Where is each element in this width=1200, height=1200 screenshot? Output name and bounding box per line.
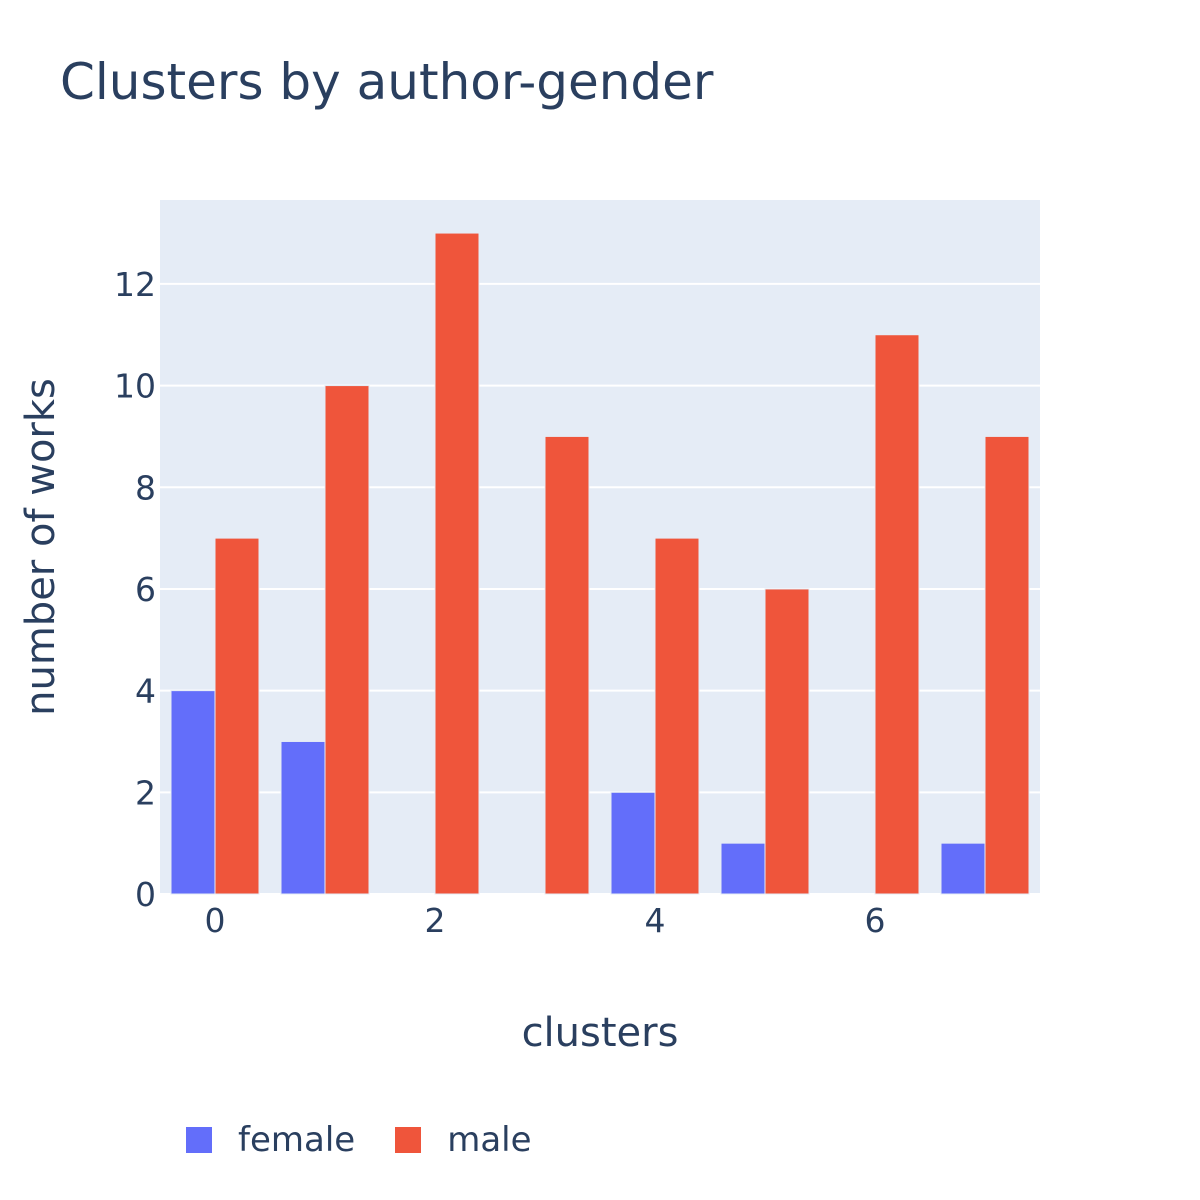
bar-female-4[interactable] [610, 791, 656, 895]
bar-male-1[interactable] [324, 385, 370, 895]
y-tick-label: 12 [114, 265, 156, 304]
x-axis-title: clusters [522, 1010, 679, 1056]
y-tick-label: 0 [135, 875, 156, 914]
x-tick-label: 6 [865, 901, 886, 940]
bar-male-2[interactable] [434, 232, 480, 895]
bar-male-0[interactable] [214, 537, 260, 895]
x-tick-label: 2 [425, 901, 446, 940]
y-tick-label: 8 [135, 468, 156, 507]
tick-labels: 0 2 4 6 8 10 12 0 2 4 6 [114, 265, 886, 940]
chart-title: Clusters by author-gender [60, 53, 714, 111]
legend-swatch-male [395, 1127, 422, 1153]
x-tick-label: 0 [205, 901, 226, 940]
legend-item-female[interactable]: female [186, 1120, 355, 1160]
bar-female-0[interactable] [170, 690, 216, 895]
bar-male-6[interactable] [874, 334, 920, 895]
y-axis-title: number of works [18, 378, 64, 716]
bar-female-7[interactable] [940, 842, 986, 895]
legend: female male [186, 1116, 572, 1164]
bar-female-5[interactable] [720, 842, 766, 895]
legend-item-male[interactable]: male [395, 1120, 532, 1160]
y-tick-label: 6 [135, 570, 156, 609]
bar-male-7[interactable] [984, 435, 1030, 895]
bar-female-1[interactable] [280, 740, 326, 895]
x-tick-label: 4 [645, 901, 666, 940]
y-tick-label: 10 [114, 367, 156, 406]
y-tick-label: 4 [135, 672, 156, 711]
bar-male-4[interactable] [654, 537, 700, 895]
bar-male-5[interactable] [764, 588, 810, 895]
y-tick-label: 2 [135, 773, 156, 812]
legend-label-male: male [447, 1120, 532, 1160]
legend-label-female: female [238, 1120, 356, 1160]
bar-male-3[interactable] [544, 435, 590, 895]
bars [170, 232, 1030, 895]
legend-swatch-female [186, 1127, 212, 1153]
